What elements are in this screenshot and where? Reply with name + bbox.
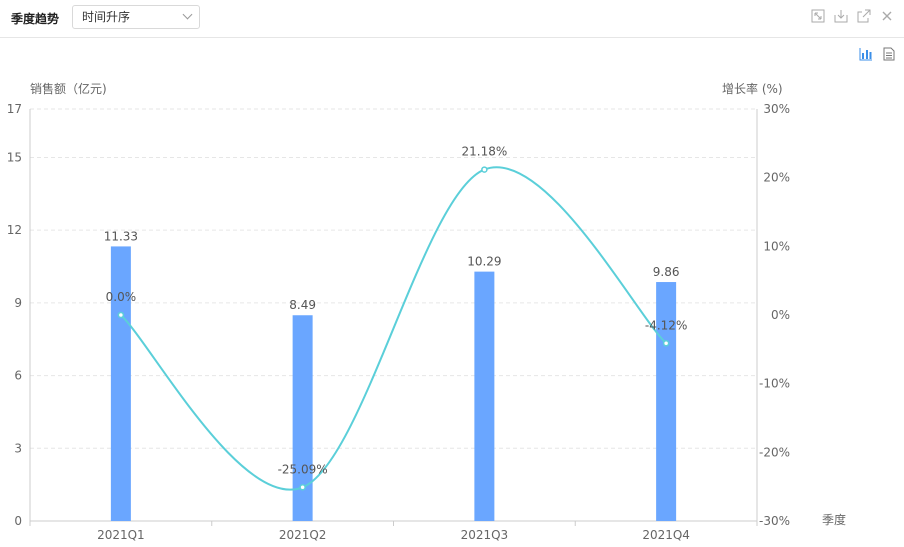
bar-value-label: 9.86 — [653, 265, 680, 279]
growth-line — [120, 166, 667, 491]
y-axis-title-right: 增长率 (%) — [722, 81, 783, 96]
x-tick-label: 2021Q4 — [642, 528, 690, 542]
y-tick-label-right: -30% — [759, 514, 790, 528]
y-tick-label-left: 0 — [14, 514, 22, 528]
download-icon[interactable] — [834, 9, 848, 23]
line-value-label: -4.12% — [645, 318, 687, 332]
line-point — [299, 484, 306, 491]
x-axis-title: 季度 — [822, 512, 846, 527]
y-tick-label-right: -10% — [759, 377, 790, 391]
bar-value-label: 10.29 — [467, 255, 501, 269]
y-tick-label-left: 17 — [7, 102, 22, 116]
bar — [656, 282, 677, 521]
y-tick-label-left: 3 — [14, 441, 22, 455]
line-point — [481, 166, 488, 173]
line-value-label: -25.09% — [278, 462, 328, 476]
bar-value-label: 8.49 — [289, 298, 316, 312]
x-tick-label: 2021Q3 — [461, 528, 509, 542]
y-axis-title-left: 销售额（亿元) — [30, 81, 107, 96]
expand-icon[interactable] — [811, 9, 825, 23]
view-toolbar — [859, 47, 896, 61]
bar — [474, 271, 495, 521]
y-tick-label-left: 12 — [7, 223, 22, 237]
x-tick-label: 2021Q2 — [279, 528, 327, 542]
y-tick-label-left: 9 — [14, 296, 22, 310]
y-tick-label-right: 20% — [763, 171, 790, 185]
sort-select[interactable]: 时间升序 — [72, 5, 200, 29]
bar-value-label: 11.33 — [104, 229, 138, 243]
open-external-icon[interactable] — [857, 9, 871, 23]
bar-series — [110, 246, 677, 521]
grid-lines — [30, 108, 757, 449]
y-tick-label-left: 6 — [14, 369, 22, 383]
line-series — [117, 166, 670, 491]
line-point — [117, 311, 125, 319]
y-tick-label-left: 15 — [7, 150, 22, 164]
close-icon[interactable] — [880, 9, 894, 23]
header-actions — [811, 9, 894, 23]
bar — [110, 246, 131, 521]
bar — [292, 315, 313, 521]
bar-chart-icon[interactable] — [859, 47, 873, 61]
sort-select-value: 时间升序 — [82, 10, 131, 24]
axes: 0 3 6 9 12 15 17 -30% -20% -10% 0% 10% 20% 30% 2021Q1 2… — [7, 102, 790, 542]
y-tick-label-right: 0% — [771, 308, 790, 322]
data-labels: 11.33 8.49 10.29 9.86 0.0% -25.09% 21.18% -4.12… — [104, 145, 688, 477]
line-value-label: 0.0% — [106, 290, 137, 304]
panel-title: 季度趋势 — [11, 12, 60, 26]
line-point — [662, 340, 670, 347]
x-tick-label: 2021Q1 — [97, 528, 145, 542]
table-view-icon[interactable] — [882, 47, 896, 61]
line-value-label: 21.18% — [461, 145, 507, 159]
y-tick-label-right: -20% — [759, 445, 790, 459]
y-tick-label-right: 10% — [763, 239, 790, 253]
y-tick-label-right: 30% — [763, 102, 790, 116]
panel-header: 季度趋势 时间升序 — [0, 0, 904, 38]
